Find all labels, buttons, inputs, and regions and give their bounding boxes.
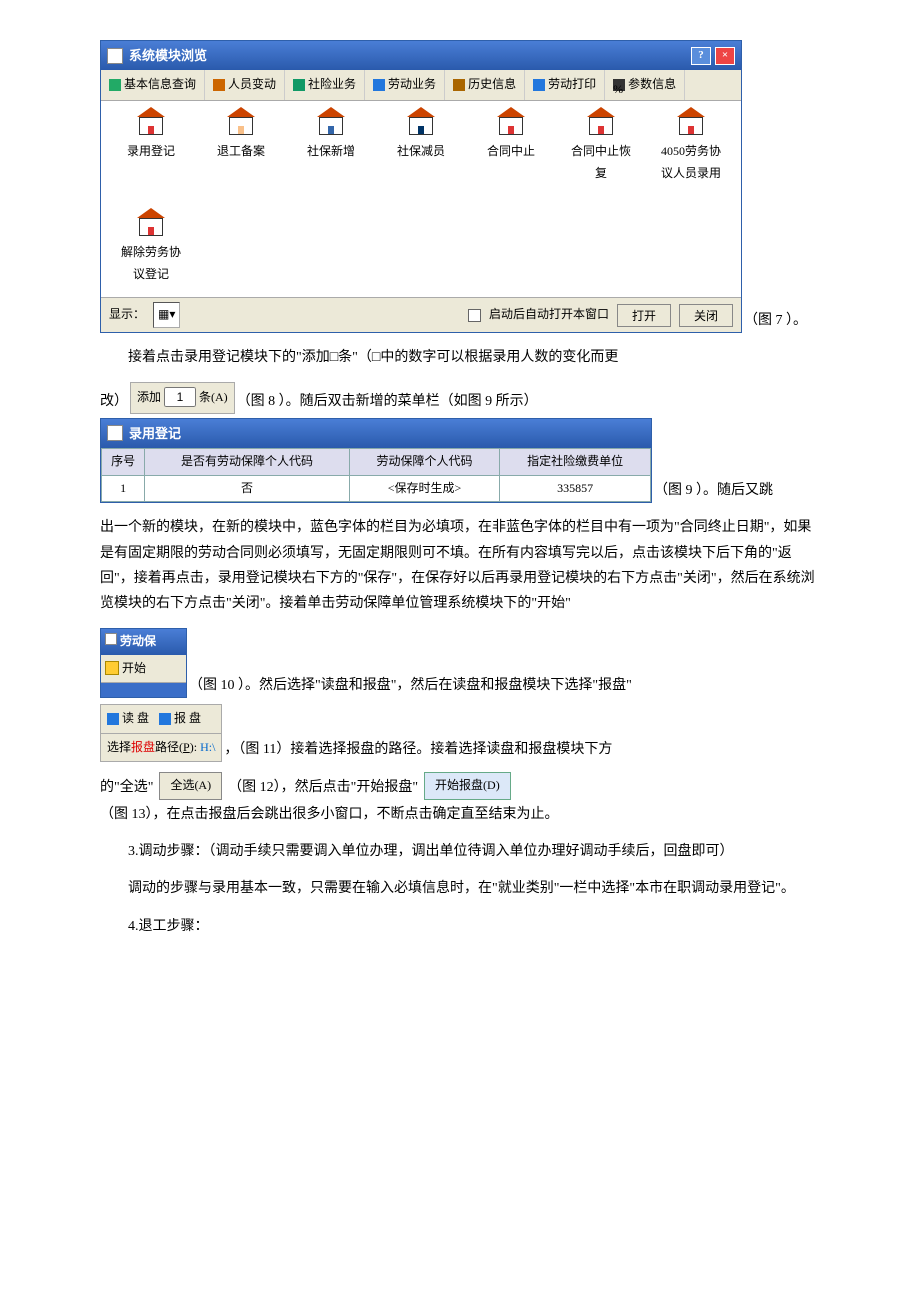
close-button[interactable]: 关闭 (679, 304, 733, 327)
app-icon (107, 48, 123, 64)
print-icon (533, 79, 545, 91)
start-baopan-button[interactable]: 开始报盘(D) (424, 772, 511, 800)
add-bar[interactable]: 添加 条(A) (130, 382, 235, 414)
history-icon (453, 79, 465, 91)
info-icon (109, 79, 121, 91)
app-icon (107, 425, 123, 441)
text-12a: 的"全选" (100, 775, 153, 800)
menu-params[interactable]: %参数信息 (605, 70, 685, 100)
caption-9: （图 9 ）。随后又跳 (654, 478, 773, 503)
read-write-panel: 读 盘 报 盘 选择报盘路径(P): H:\ (100, 704, 222, 762)
menubar: 基本信息查询 人员变动 社险业务 劳动业务 历史信息 劳动打印 %参数信息 (101, 70, 741, 101)
titlebar-9: 录用登记 (101, 419, 651, 448)
menu-social[interactable]: 社险业务 (285, 70, 365, 100)
statusbar: 显示： ▦▾ 启动后自动打开本窗口 打开 关闭 (101, 297, 741, 332)
menu-personnel[interactable]: 人员变动 (205, 70, 285, 100)
person-icon (213, 79, 225, 91)
menu-labor[interactable]: 劳动业务 (365, 70, 445, 100)
disk-icon (159, 713, 171, 725)
caption-8: （图 8 ）。随后双击新增的菜单栏（如图 9 所示） (237, 389, 538, 414)
autostart-checkbox[interactable] (468, 309, 481, 322)
show-label: 显示： (109, 304, 145, 326)
menu-print[interactable]: 劳动打印 (525, 70, 605, 100)
show-dropdown[interactable]: ▦▾ (153, 302, 180, 328)
add-count-input[interactable] (164, 387, 196, 407)
text-gai: 改） (100, 389, 128, 414)
autostart-label: 启动后自动打开本窗口 (489, 304, 609, 326)
module-icon[interactable]: 4050劳务协议人员录用 (661, 113, 721, 184)
window-title: 系统模块浏览 (129, 44, 207, 67)
col-code: 劳动保障个人代码 (349, 449, 500, 476)
module-icon[interactable]: 退工备案 (211, 113, 271, 184)
system-module-browse-window: 系统模块浏览 ? × 基本信息查询 人员变动 社险业务 劳动业务 历史信息 劳动… (100, 40, 742, 333)
module-icon[interactable]: 解除劳务协议登记 (121, 214, 181, 285)
caption-11: ，（图 11）接着选择报盘的路径。接着选择读盘和报盘模块下方 (224, 737, 612, 762)
labor-icon (373, 79, 385, 91)
table-row[interactable]: 1 否 <保存时生成> 335857 (102, 475, 651, 502)
caption-12: （图 12），然后点击"开始报盘" (228, 775, 418, 800)
col-hascode: 是否有劳动保障个人代码 (145, 449, 349, 476)
luyong-dengji-window: 录用登记 序号 是否有劳动保障个人代码 劳动保障个人代码 指定社险缴费单位 1 … (100, 418, 652, 504)
percent-icon: % (613, 79, 625, 91)
module-icon[interactable]: 录用登记 (121, 113, 181, 184)
icon-grid: 录用登记退工备案社保新增社保减员合同中止合同中止恢复 4050劳务协议人员录用解除… (101, 101, 741, 297)
start-icon (105, 661, 119, 675)
registration-table: 序号 是否有劳动保障个人代码 劳动保障个人代码 指定社险缴费单位 1 否 <保存… (101, 448, 651, 502)
help-button[interactable]: ? (691, 47, 711, 65)
social-icon (293, 79, 305, 91)
titlebar: 系统模块浏览 ? × (101, 41, 741, 70)
paragraph-9: 4.退工步骤： (100, 914, 820, 939)
module-icon[interactable]: 合同中止恢复 (571, 113, 631, 184)
path-value[interactable]: H:\ (200, 740, 215, 754)
caption-10: （图 10 ）。然后选择"读盘和报盘"，然后在读盘和报盘模块下选择"报盘" (189, 673, 632, 698)
close-icon[interactable]: × (715, 47, 735, 65)
module-icon[interactable]: 合同中止 (481, 113, 541, 184)
caption-13: （图 13），在点击报盘后会跳出很多小窗口，不断点击确定直至结束为止。 (100, 802, 559, 827)
path-label: 选择报盘路径(P): (107, 740, 197, 754)
menu-history[interactable]: 历史信息 (445, 70, 525, 100)
col-seq: 序号 (102, 449, 145, 476)
select-all-button[interactable]: 全选(A) (159, 772, 222, 800)
paragraph-7: 3.调动步骤：（调动手续只需要调入单位办理，调出单位待调入单位办理好调动手续后，… (100, 839, 820, 864)
caption-7: （图 7 ）。 (744, 308, 807, 333)
write-disk-button[interactable]: 报 盘 (159, 708, 201, 730)
titlebar-10: 劳动保 (101, 629, 186, 655)
open-button[interactable]: 打开 (617, 304, 671, 327)
paragraph-1: 接着点击录用登记模块下的"添加□条"（□中的数字可以根据录用人数的变化而更 (100, 345, 820, 370)
module-icon[interactable]: 社保新增 (301, 113, 361, 184)
col-unit: 指定社险缴费单位 (500, 449, 651, 476)
start-button[interactable]: 开始 (101, 655, 186, 684)
paragraph-8: 调动的步骤与录用基本一致，只需要在输入必填信息时，在"就业类别"一栏中选择"本市… (100, 876, 820, 901)
labor-start-window: 劳动保 开始 (100, 628, 187, 698)
paragraph-3: 出一个新的模块，在新的模块中，蓝色字体的栏目为必填项，在非蓝色字体的栏目中有一项… (100, 515, 820, 616)
disk-icon (107, 713, 119, 725)
menu-basic-info[interactable]: 基本信息查询 (101, 70, 205, 100)
read-disk-button[interactable]: 读 盘 (107, 708, 149, 730)
window-title-9: 录用登记 (129, 422, 181, 445)
module-icon[interactable]: 社保减员 (391, 113, 451, 184)
